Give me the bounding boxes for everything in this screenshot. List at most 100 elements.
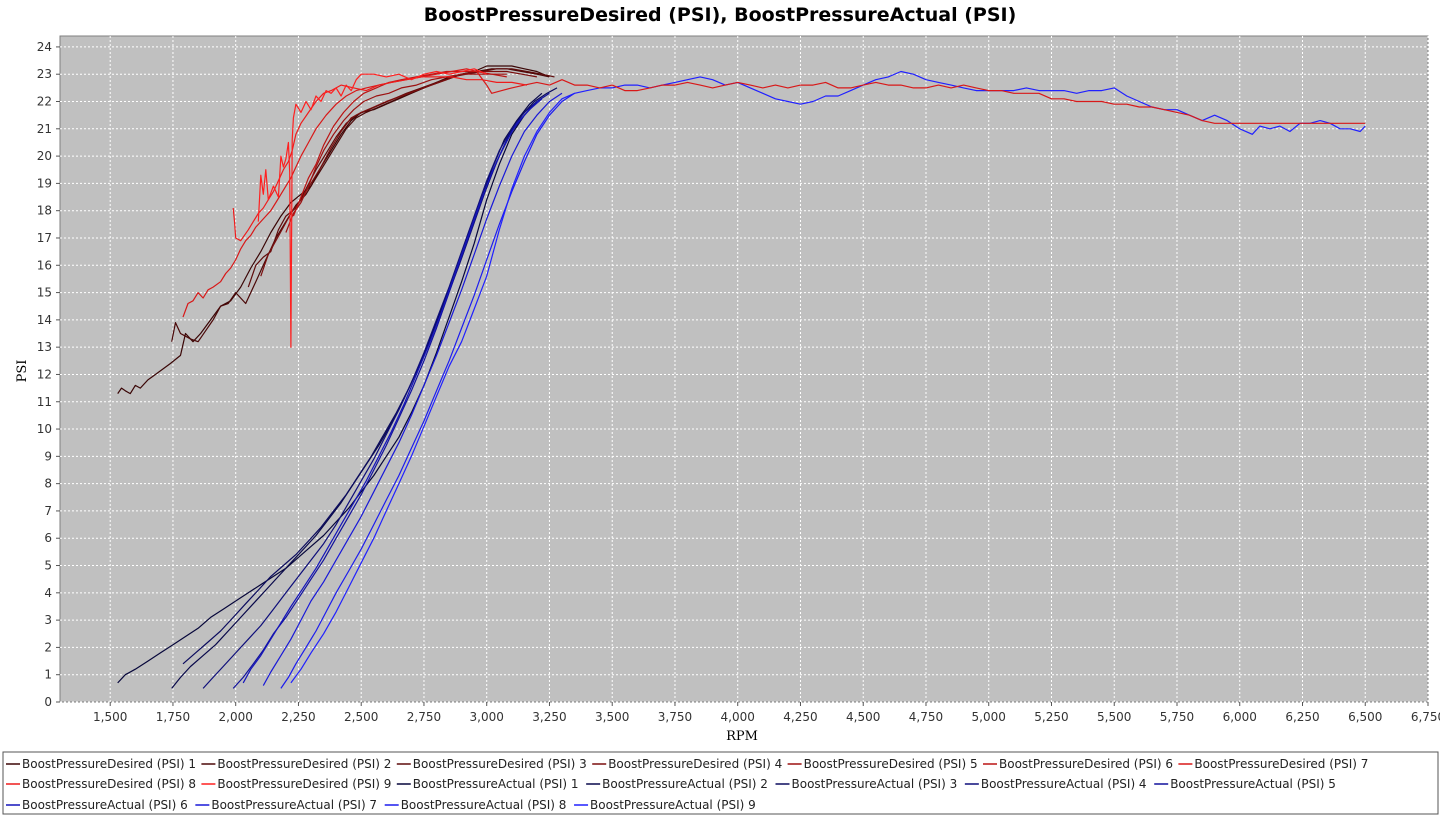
y-tick-label: 2 [44, 640, 52, 654]
legend-item: BoostPressureActual (PSI) 2 [586, 777, 768, 791]
series-line [262, 92, 563, 686]
x-tick-label: 2,750 [407, 710, 441, 724]
legend-item: BoostPressureDesired (PSI) 3 [396, 757, 587, 771]
y-tick-label: 14 [37, 313, 52, 327]
legend-item: BoostPressureDesired (PSI) 1 [6, 757, 196, 771]
legend-label: BoostPressureActual (PSI) 2 [602, 777, 768, 791]
y-tick-label: 24 [37, 40, 52, 54]
legend-label: BoostPressureActual (PSI) 6 [22, 798, 188, 812]
legend-item: BoostPressureActual (PSI) 9 [574, 798, 756, 812]
y-tick-label: 22 [37, 95, 52, 109]
x-tick-label: 5,750 [1160, 710, 1194, 724]
legend-label: BoostPressureActual (PSI) 9 [590, 798, 756, 812]
x-tick-label: 2,000 [219, 710, 253, 724]
y-tick-label: 9 [44, 449, 52, 463]
legend-label: BoostPressureDesired (PSI) 5 [804, 757, 978, 771]
legend-item: BoostPressureDesired (PSI) 8 [6, 777, 196, 791]
legend: BoostPressureDesired (PSI) 1 BoostPressur… [6, 757, 1368, 812]
x-tick-label: 6,500 [1348, 710, 1382, 724]
y-tick-label: 12 [37, 367, 52, 381]
legend-label: BoostPressureDesired (PSI) 8 [22, 777, 196, 791]
legend-label: BoostPressureDesired (PSI) 2 [217, 757, 391, 771]
legend-label: BoostPressureActual (PSI) 7 [211, 798, 377, 812]
x-tick-label: 1,750 [156, 710, 190, 724]
legend-label: BoostPressureActual (PSI) 1 [413, 777, 579, 791]
y-tick-label: 20 [37, 149, 52, 163]
x-tick-label: 3,500 [595, 710, 629, 724]
x-tick-label: 5,250 [1034, 710, 1068, 724]
legend-item: BoostPressureDesired (PSI) 9 [201, 777, 391, 791]
legend-item: BoostPressureActual (PSI) 4 [964, 777, 1147, 791]
legend-label: BoostPressureActual (PSI) 4 [981, 777, 1147, 791]
y-tick-label: 23 [37, 67, 52, 81]
legend-item: BoostPressureActual (PSI) 8 [384, 798, 567, 812]
y-tick-label: 21 [37, 122, 52, 136]
plot-area [59, 35, 1429, 703]
series-line [117, 101, 538, 684]
y-tick-label: 3 [44, 613, 52, 627]
series-line [280, 92, 575, 689]
y-tick-label: 5 [44, 559, 52, 573]
legend-label: BoostPressureDesired (PSI) 4 [608, 757, 782, 771]
y-tick-label: 10 [37, 422, 52, 436]
series-line [202, 101, 538, 689]
x-tick-label: 3,250 [532, 710, 566, 724]
x-tick-label: 5,500 [1097, 710, 1131, 724]
chart-title: BoostPressureDesired (PSI), BoostPressur… [424, 4, 1017, 26]
y-tick-label: 7 [44, 504, 52, 518]
x-tick-label: 3,750 [658, 710, 692, 724]
y-tick-label: 19 [37, 176, 52, 190]
series-line [257, 68, 487, 348]
series-line [290, 70, 1366, 684]
legend-label: BoostPressureActual (PSI) 8 [401, 798, 567, 812]
y-tick-label: 0 [44, 695, 52, 709]
legend-item: BoostPressureActual (PSI) 6 [6, 798, 188, 812]
x-tick-label: 3,000 [470, 710, 504, 724]
legend-box [2, 751, 1439, 815]
y-tick-label: 1 [44, 668, 52, 682]
legend-item: BoostPressureActual (PSI) 5 [1154, 777, 1336, 791]
legend-label: BoostPressureDesired (PSI) 7 [1194, 757, 1368, 771]
x-tick-label: 2,250 [281, 710, 315, 724]
legend-label: BoostPressureActual (PSI) 3 [792, 777, 958, 791]
series-line [182, 68, 1366, 318]
x-tick-label: 5,000 [972, 710, 1006, 724]
y-tick-label: 17 [37, 231, 52, 245]
legend-label: BoostPressureActual (PSI) 5 [1170, 777, 1336, 791]
y-tick-label: 8 [44, 477, 52, 491]
y-tick-label: 13 [37, 340, 52, 354]
legend-item: BoostPressureDesired (PSI) 4 [592, 757, 782, 771]
x-axis-title: RPM [726, 729, 758, 744]
x-tick-label: 6,750 [1411, 710, 1440, 724]
x-tick-label: 4,500 [846, 710, 880, 724]
legend-label: BoostPressureDesired (PSI) 1 [22, 757, 196, 771]
y-tick-label: 18 [37, 204, 52, 218]
x-tick-label: 2,500 [344, 710, 378, 724]
x-tick-label: 4,750 [909, 710, 943, 724]
plot-lines [117, 65, 1366, 689]
y-tick-label: 15 [37, 286, 52, 300]
y-tick-label: 16 [37, 258, 52, 272]
x-tick-label: 4,000 [721, 710, 755, 724]
x-tick-label: 1,500 [93, 710, 127, 724]
legend-item: BoostPressureDesired (PSI) 2 [201, 757, 391, 771]
legend-item: BoostPressureDesired (PSI) 7 [1178, 757, 1368, 771]
legend-item: BoostPressureDesired (PSI) 6 [983, 757, 1173, 771]
legend-label: BoostPressureDesired (PSI) 3 [413, 757, 587, 771]
legend-label: BoostPressureDesired (PSI) 9 [217, 777, 391, 791]
series-line [242, 98, 543, 684]
y-axis-title: PSI [15, 360, 30, 383]
y-tick-label: 11 [37, 395, 52, 409]
legend-label: BoostPressureDesired (PSI) 6 [999, 757, 1173, 771]
x-axis: 1,500 1,750 2,000 2,250 2,500 2,750 3,000 3,250… [93, 702, 1440, 724]
x-tick-label: 4,250 [783, 710, 817, 724]
legend-item: BoostPressureActual (PSI) 7 [195, 798, 377, 812]
legend-item: BoostPressureDesired (PSI) 5 [787, 757, 978, 771]
legend-item: BoostPressureActual (PSI) 1 [396, 777, 579, 791]
series-line [285, 73, 507, 233]
legend-item: BoostPressureActual (PSI) 3 [775, 777, 958, 791]
y-tick-label: 6 [44, 531, 52, 545]
y-tick-label: 4 [44, 586, 52, 600]
